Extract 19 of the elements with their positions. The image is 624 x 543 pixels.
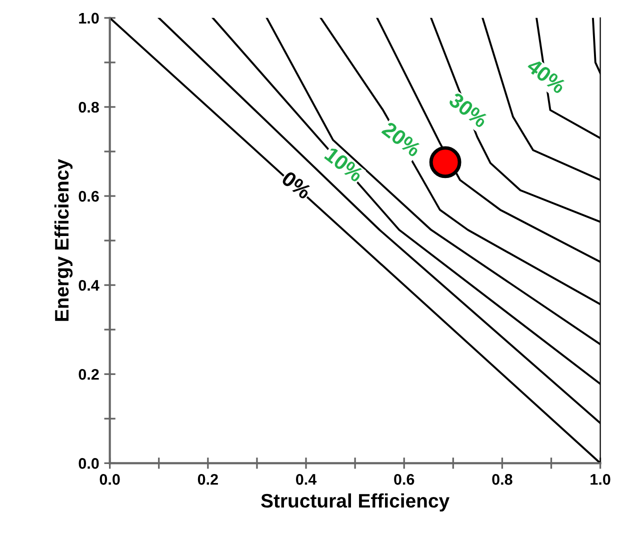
x-tick-label: 0.2 bbox=[198, 474, 218, 485]
y-tick-label: 0.2 bbox=[78, 368, 99, 380]
x-tick-label: 0.8 bbox=[492, 474, 512, 485]
text: 0% bbox=[280, 170, 312, 200]
x-tick-label: 0.4 bbox=[296, 474, 317, 485]
x-tick-label: 0.0 bbox=[100, 474, 120, 485]
x-tick-label: 0.6 bbox=[394, 474, 414, 485]
y-tick-label: 0.4 bbox=[78, 280, 100, 291]
text: 30% bbox=[448, 92, 489, 128]
y-tick-label: 0.0 bbox=[78, 458, 99, 469]
text: 10% bbox=[324, 146, 364, 183]
y-tick-label: 0.8 bbox=[78, 102, 99, 113]
y-tick-label: 0.6 bbox=[78, 190, 99, 202]
text: 40% bbox=[526, 58, 568, 94]
x-axis-title: Structural Efficiency bbox=[261, 493, 450, 512]
x-tick-label: 1.0 bbox=[590, 474, 610, 485]
text: 20% bbox=[381, 121, 422, 158]
y-axis-title: Energy Efficiency bbox=[54, 159, 73, 321]
y-tick-label: 1.0 bbox=[79, 12, 99, 24]
